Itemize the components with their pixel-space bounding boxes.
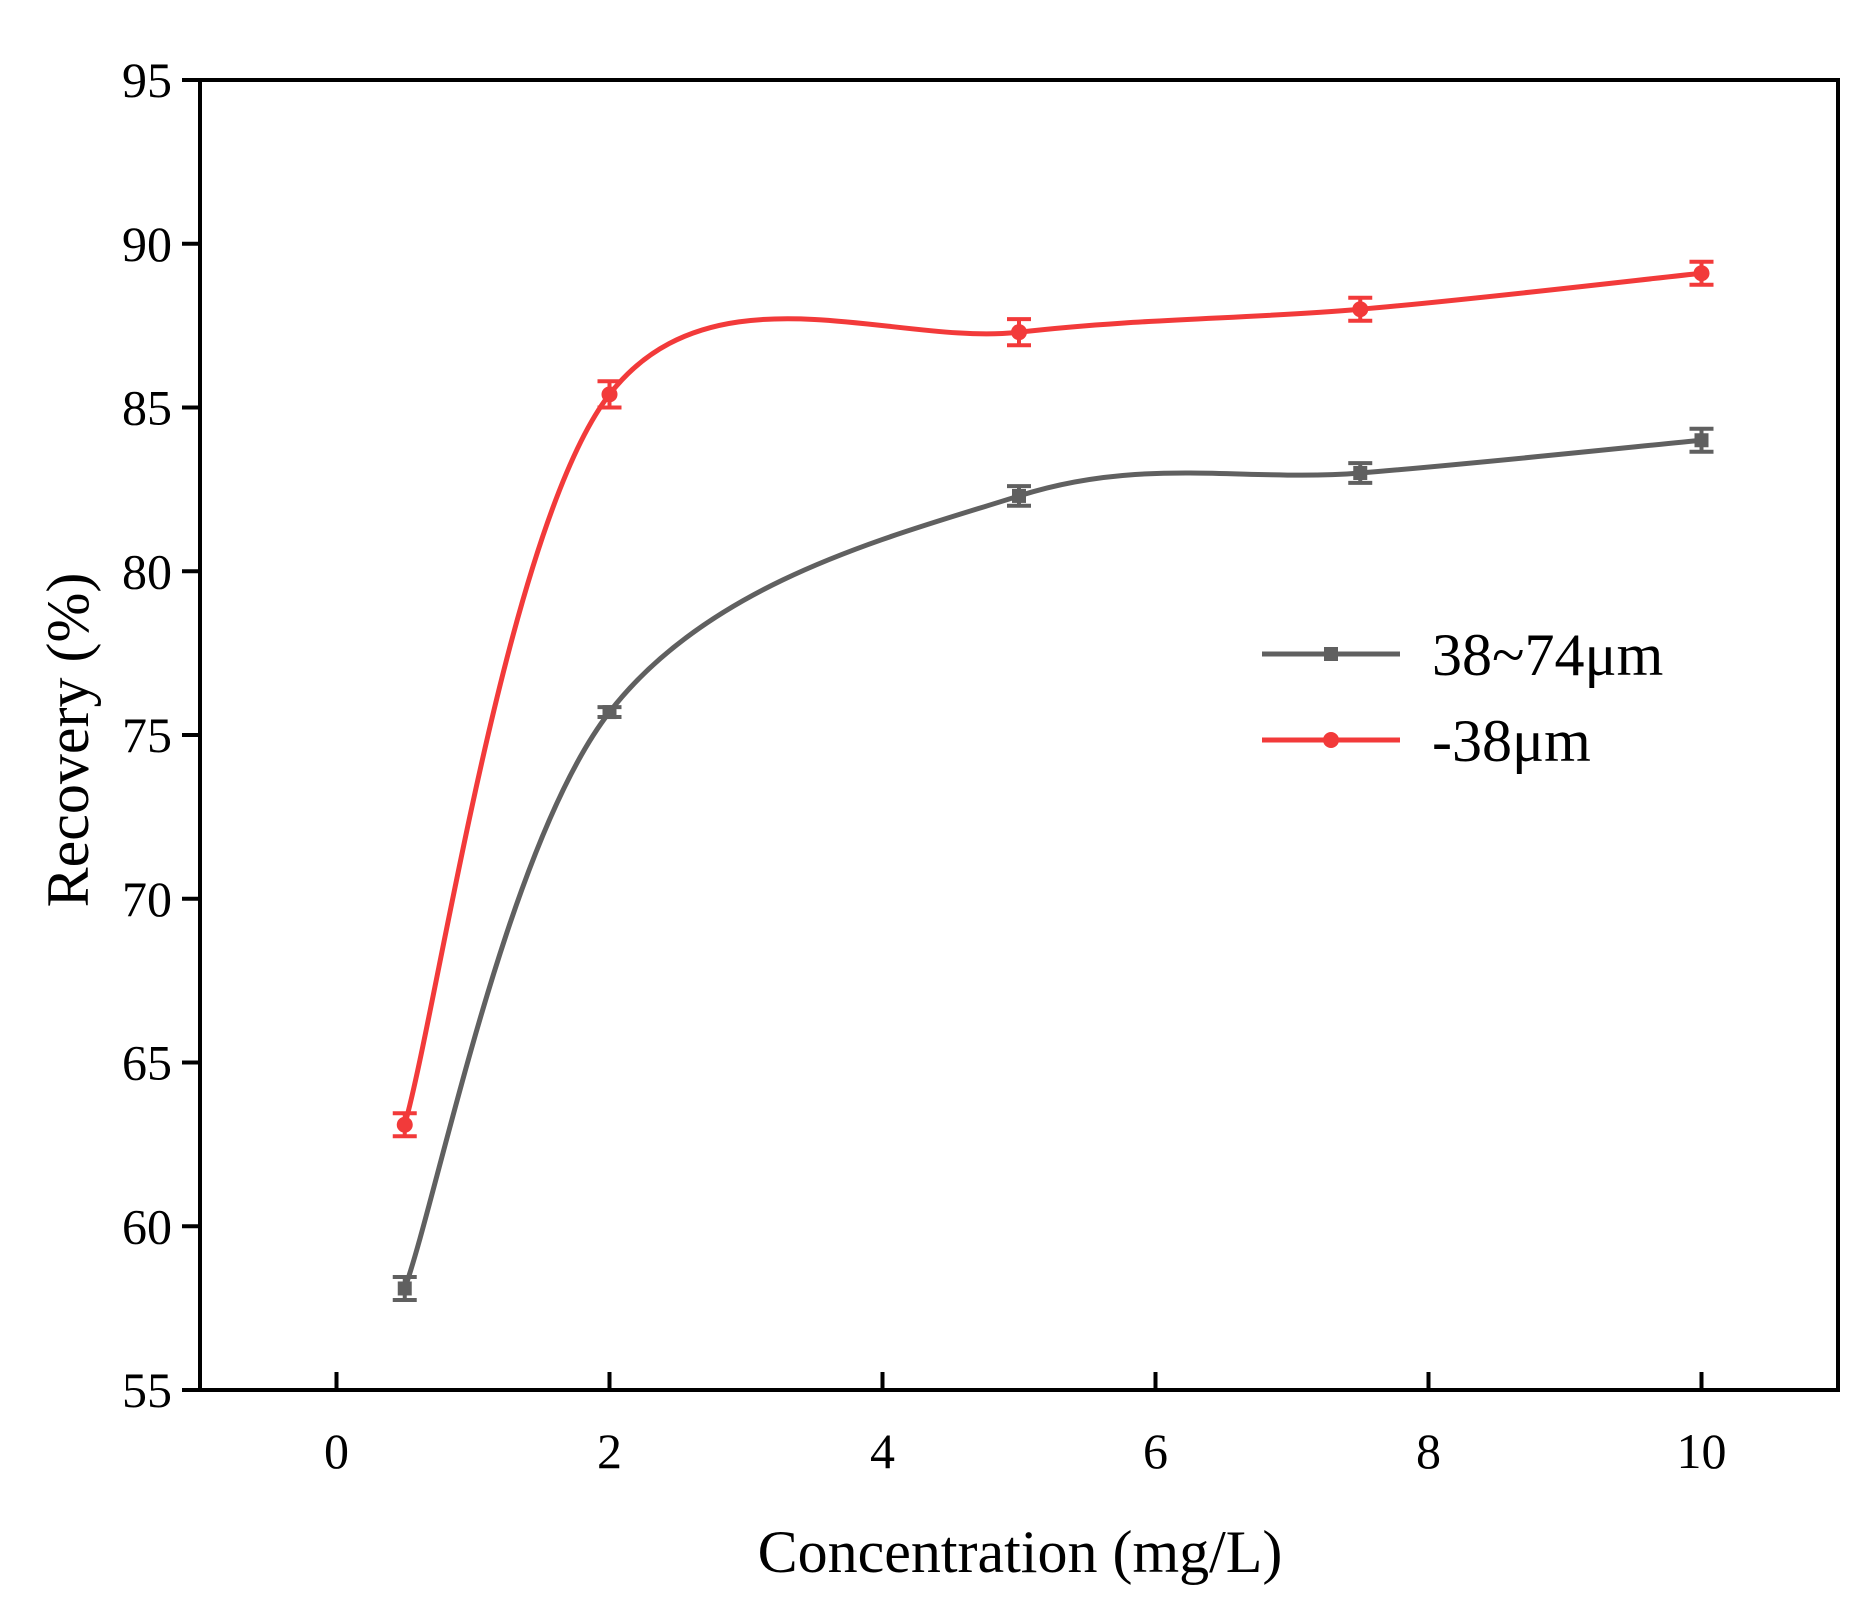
data-point [602,705,617,720]
series-2 [392,259,1714,1139]
legend-marker [1323,732,1339,748]
x-tick-label: 10 [1677,1423,1727,1479]
data-point [1693,265,1710,282]
data-point [1694,433,1709,448]
y-axis-title: Recovery (%) [35,573,101,908]
y-tick-label: 65 [122,1035,172,1091]
legend-label: -38μm [1432,708,1591,774]
y-tick-label: 85 [122,380,172,436]
x-tick-label: 4 [870,1423,895,1479]
plot-frame [198,78,1840,1392]
data-point [1012,488,1026,503]
data-point [601,386,618,403]
x-tick-label: 8 [1416,1423,1441,1479]
y-tick-label: 60 [122,1198,172,1254]
legend-label: 38~74μm [1432,622,1663,688]
series-line [402,437,1702,1290]
x-tick-label: 6 [1143,1423,1168,1479]
data-point [396,1116,413,1133]
series-line [402,270,1702,1126]
y-tick-label: 95 [122,52,172,108]
data-point [1352,301,1369,318]
y-tick-label: 75 [122,707,172,763]
x-tick-label: 2 [597,1423,622,1479]
x-axis-title: Concentration (mg/L) [758,1519,1283,1585]
data-point [1353,466,1368,480]
axes: 0 2 4 6 8 10 55 60 65 70 75 80 85 90 95 [122,52,1840,1479]
y-tick-label: 80 [122,543,172,599]
y-tick-label: 55 [122,1362,172,1418]
x-tick-label: 0 [324,1423,349,1479]
legend-marker [1324,647,1338,661]
data-point [397,1281,412,1296]
y-tick-label: 90 [122,216,172,272]
series-layer [392,259,1714,1302]
legend: 38~74μm -38μm [1262,622,1663,774]
data-point [1011,324,1027,341]
y-tick-label: 70 [122,871,172,927]
series-1 [392,426,1714,1302]
